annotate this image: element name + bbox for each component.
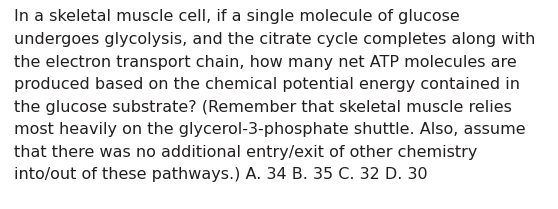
Text: the electron transport chain, how many net ATP molecules are: the electron transport chain, how many n… bbox=[14, 55, 517, 70]
Text: that there was no additional entry/exit of other chemistry: that there was no additional entry/exit … bbox=[14, 145, 477, 160]
Text: In a skeletal muscle cell, if a single molecule of glucose: In a skeletal muscle cell, if a single m… bbox=[14, 9, 460, 24]
Text: produced based on the chemical potential energy contained in: produced based on the chemical potential… bbox=[14, 77, 520, 92]
Text: into/out of these pathways.) A. 34 B. 35 C. 32 D. 30: into/out of these pathways.) A. 34 B. 35… bbox=[14, 167, 427, 182]
Text: most heavily on the glycerol-3-phosphate shuttle. Also, assume: most heavily on the glycerol-3-phosphate… bbox=[14, 122, 526, 137]
Text: the glucose substrate? (Remember that skeletal muscle relies: the glucose substrate? (Remember that sk… bbox=[14, 100, 512, 115]
Text: undergoes glycolysis, and the citrate cycle completes along with: undergoes glycolysis, and the citrate cy… bbox=[14, 32, 535, 47]
